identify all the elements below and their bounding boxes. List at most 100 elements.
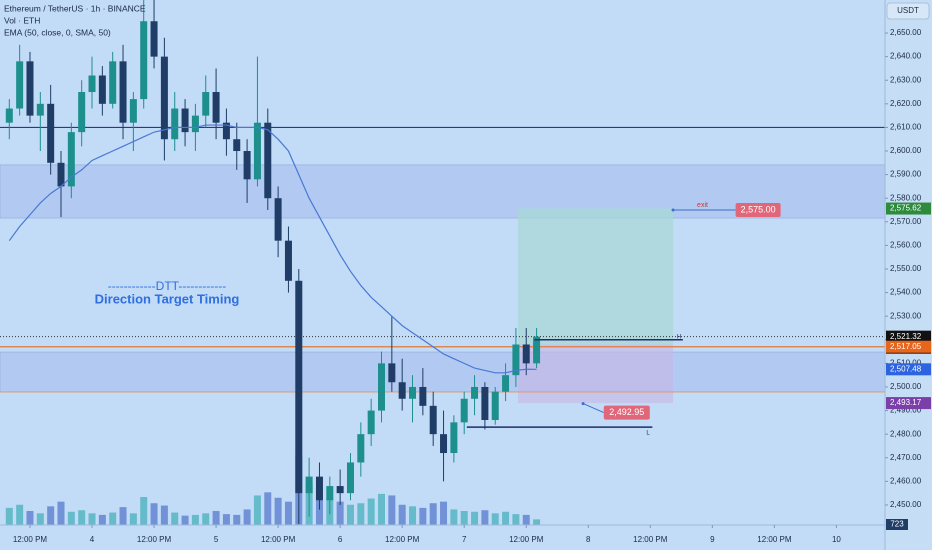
volume-bar: [78, 510, 86, 525]
candle-body: [78, 92, 86, 133]
y-tick-label: 2,580.00: [890, 193, 922, 202]
candle-body: [264, 122, 272, 199]
volume-bar: [171, 512, 179, 525]
y-tick-label: 2,460.00: [890, 476, 922, 485]
volume-bar: [398, 504, 406, 525]
currency-box[interactable]: [886, 2, 930, 20]
volume-bar: [140, 497, 148, 525]
x-tick-label: 12:00 PM: [13, 535, 48, 544]
candle-body: [26, 61, 34, 116]
volume-bar: [129, 513, 137, 525]
candle-body: [47, 103, 55, 163]
volume-bar: [367, 498, 375, 525]
volume-bar: [429, 503, 437, 525]
candle-body: [295, 280, 303, 494]
annotation-title: ------------DTT------------: [108, 279, 227, 293]
price-axis: [885, 0, 932, 550]
candle-body: [491, 391, 499, 420]
volume-bar: [181, 515, 189, 525]
x-tick-label: 12:00 PM: [137, 535, 172, 544]
candle-body: [284, 240, 292, 281]
volume-bar: [109, 512, 117, 525]
volume-bar: [284, 501, 292, 525]
chart-title: Ethereum / TetherUS · 1h · BINANCE: [4, 3, 146, 13]
y-tick-label: 2,620.00: [890, 99, 922, 108]
candle-body: [109, 61, 117, 104]
stop-connector: [582, 403, 604, 414]
volume-bar: [471, 511, 479, 525]
candle-body: [88, 75, 96, 93]
y-tick-label: 2,450.00: [890, 500, 922, 509]
x-tick-label: 12:00 PM: [509, 535, 544, 544]
volume-bar: [502, 511, 510, 525]
volume-bar: [450, 509, 458, 525]
price-badge: [886, 330, 931, 343]
volume-bar: [522, 514, 530, 525]
y-tick-label: 2,480.00: [890, 429, 922, 438]
candle-body: [129, 99, 137, 123]
candle-body: [460, 398, 468, 423]
volume-bar: [191, 514, 199, 525]
candle-body: [181, 108, 189, 133]
candle-body: [119, 61, 127, 123]
candle-body: [471, 386, 479, 399]
x-tick-label: 12:00 PM: [261, 535, 296, 544]
candle-body: [202, 92, 210, 116]
candle-body: [346, 462, 354, 494]
volume-bar: [274, 497, 282, 525]
volume-bar: [98, 514, 106, 525]
volume-bar: [409, 506, 417, 525]
volume-bar: [460, 511, 468, 525]
volume-bar: [150, 503, 158, 525]
candle-body: [326, 486, 334, 501]
annotation-subtitle: Direction Target Timing: [95, 291, 240, 306]
y-tick-label: 2,650.00: [890, 28, 922, 37]
y-tick-label: 2,640.00: [890, 52, 922, 61]
y-tick-label: 2,490.00: [890, 406, 922, 415]
position-loss: [517, 344, 674, 404]
volume-bar: [36, 513, 44, 525]
candle-body: [150, 21, 158, 57]
y-tick-label: 2,500.00: [890, 382, 922, 391]
candle-body: [398, 382, 406, 399]
candle-body: [512, 344, 520, 376]
y-tick-label: 2,560.00: [890, 241, 922, 250]
exit-value: 2,575.00: [741, 204, 776, 214]
candle-body: [336, 486, 344, 494]
candle-body: [419, 386, 427, 406]
y-tick-label: 2,510.00: [890, 358, 922, 367]
candle-body: [191, 115, 199, 133]
volume-bar: [346, 504, 354, 525]
volume-bar: [533, 519, 541, 525]
candle-body: [243, 151, 251, 180]
x-tick-label: 12:00 PM: [757, 535, 792, 544]
volume-bar: [47, 506, 55, 525]
volume-bar: [440, 501, 448, 525]
candle-body: [429, 405, 437, 435]
y-tick-label: 2,530.00: [890, 311, 922, 320]
candle-body: [357, 434, 365, 463]
candle-body: [212, 92, 220, 123]
volume-bar: [357, 503, 365, 525]
currency[interactable]: USDT: [897, 6, 919, 15]
volume-bar: [202, 513, 210, 525]
volume-bar: [243, 509, 251, 525]
y-tick-label: 2,600.00: [890, 146, 922, 155]
legend-line: Vol · ETH: [4, 15, 40, 25]
x-tick-label: 9: [710, 535, 715, 544]
candle-body: [233, 139, 241, 152]
price-badge-label: 2,493.17: [890, 398, 922, 407]
volume-bar: [160, 505, 168, 525]
candle-body: [171, 108, 179, 140]
volume-bar: [512, 514, 520, 525]
candle-body: [274, 198, 282, 241]
candle-body: [36, 103, 44, 116]
candle-body: [388, 363, 396, 383]
position-profit: [517, 208, 674, 345]
volume-bar: [264, 492, 272, 525]
candle-body: [450, 422, 458, 454]
candle-body: [160, 56, 168, 140]
price-badge-label: 2,507.48: [890, 364, 922, 373]
candle-body: [140, 21, 148, 100]
